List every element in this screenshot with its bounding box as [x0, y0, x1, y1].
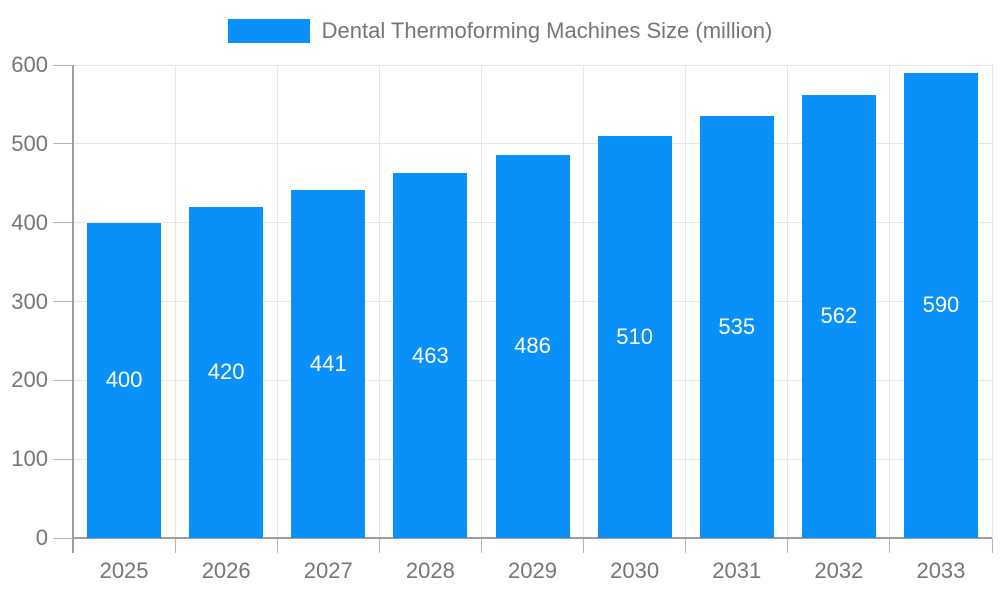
- v-gridline: [991, 65, 993, 538]
- v-gridline: [583, 65, 585, 538]
- y-tick-mark: [53, 537, 73, 539]
- x-tick-mark: [276, 538, 278, 553]
- x-tick-label: 2030: [610, 558, 660, 583]
- bar[interactable]: [291, 190, 366, 538]
- x-tick-mark: [787, 538, 789, 553]
- chart-legend[interactable]: Dental Thermoforming Machines Size (mill…: [0, 18, 1000, 44]
- bar-value-label: 535: [718, 314, 756, 340]
- bar-value-label: 420: [207, 359, 245, 385]
- x-axis-line: [73, 537, 992, 539]
- bar-value-label: 590: [922, 292, 960, 318]
- y-tick-label: 300: [11, 288, 48, 314]
- h-gridline: [73, 143, 992, 145]
- x-tick-label: 2026: [201, 558, 251, 583]
- bar-value-label: 562: [820, 303, 858, 329]
- x-tick-mark: [480, 538, 482, 553]
- bar[interactable]: [393, 173, 468, 538]
- v-gridline: [174, 65, 176, 538]
- bar-value-label: 441: [309, 351, 347, 377]
- y-tick-label: 600: [11, 52, 48, 77]
- bar-value-label: 486: [514, 333, 551, 359]
- v-gridline: [787, 65, 789, 538]
- y-tick-mark: [53, 64, 73, 66]
- y-tick-mark: [53, 301, 73, 302]
- bar[interactable]: [597, 135, 672, 538]
- legend-swatch-icon: [227, 19, 310, 43]
- h-gridline: [73, 64, 992, 66]
- v-gridline: [480, 65, 482, 538]
- y-tick-mark: [53, 458, 73, 460]
- y-tick-label: 100: [11, 446, 48, 472]
- y-tick-label: 0: [35, 525, 48, 550]
- y-tick-mark: [53, 143, 73, 145]
- bar[interactable]: [189, 206, 264, 538]
- v-gridline: [276, 65, 278, 538]
- bar[interactable]: [87, 222, 162, 538]
- bar-value-label: 510: [616, 323, 653, 349]
- y-tick-label: 500: [11, 130, 48, 156]
- bar-value-label: 463: [412, 342, 449, 368]
- v-gridline: [378, 65, 380, 538]
- x-tick-label: 2027: [303, 558, 353, 583]
- x-tick-mark: [889, 538, 891, 553]
- x-tick-mark: [685, 538, 687, 553]
- legend-label: Dental Thermoforming Machines Size (mill…: [321, 18, 773, 43]
- x-tick-label: 2029: [508, 558, 557, 583]
- bar[interactable]: [495, 154, 570, 538]
- x-tick-label: 2031: [712, 558, 762, 583]
- bar[interactable]: [801, 94, 876, 538]
- y-tick-mark: [53, 222, 73, 224]
- bar-value-label: 400: [105, 367, 143, 393]
- x-tick-mark: [583, 538, 585, 553]
- bar[interactable]: [903, 72, 978, 538]
- x-tick-mark: [991, 538, 993, 553]
- y-tick-label: 200: [11, 367, 48, 393]
- y-tick-mark: [53, 379, 73, 381]
- bar[interactable]: [699, 116, 774, 538]
- x-tick-label: 2028: [405, 558, 455, 583]
- x-tick-label: 2032: [814, 558, 864, 583]
- x-tick-label: 2033: [916, 558, 966, 583]
- v-gridline: [685, 65, 687, 538]
- v-gridline: [889, 65, 891, 538]
- x-tick-mark: [174, 538, 176, 553]
- y-tick-label: 400: [11, 209, 48, 235]
- x-tick-label: 2025: [99, 558, 149, 583]
- y-axis-line: [72, 65, 74, 553]
- x-tick-mark: [378, 538, 380, 553]
